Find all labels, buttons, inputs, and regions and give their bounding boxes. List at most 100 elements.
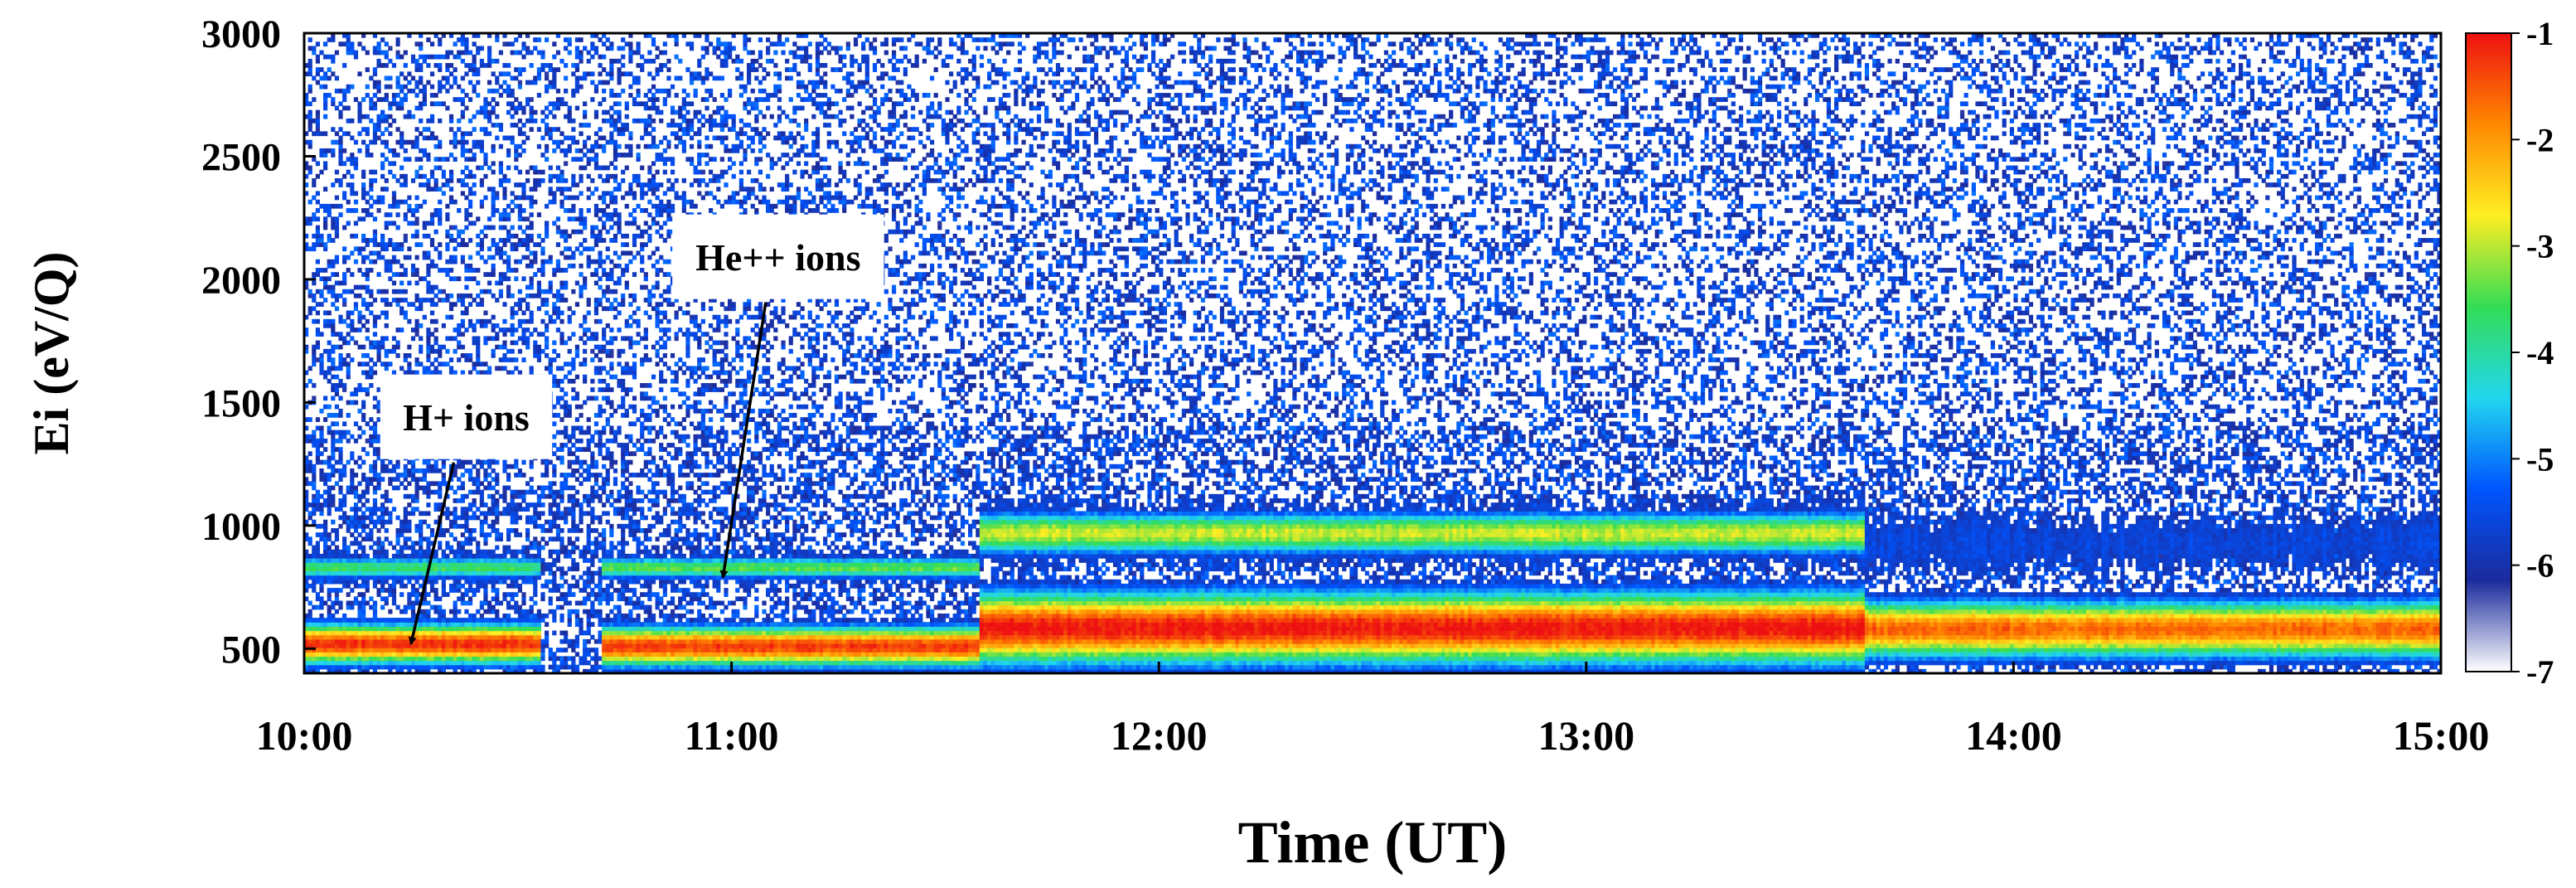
heatmap-cell — [373, 430, 377, 435]
heatmap-cell — [373, 319, 377, 324]
heatmap-cell — [434, 635, 438, 640]
heatmap-cell — [327, 558, 332, 563]
heatmap-cell — [350, 562, 354, 567]
heatmap-cell — [385, 520, 389, 525]
heatmap-cell — [366, 306, 370, 311]
heatmap-cell — [357, 626, 361, 631]
heatmap-cell — [385, 507, 389, 512]
heatmap-cell — [357, 648, 361, 653]
heatmap-cell — [369, 558, 373, 563]
heatmap-cell — [438, 216, 442, 221]
heatmap-cell — [399, 311, 404, 316]
heatmap-cell — [308, 635, 312, 640]
heatmap-cell — [342, 566, 346, 571]
heatmap-cell — [407, 528, 411, 533]
heatmap-cell — [319, 626, 323, 631]
heatmap-cell — [438, 614, 442, 619]
heatmap-cell — [338, 622, 342, 627]
heatmap-cell — [312, 588, 316, 593]
heatmap-cell — [392, 468, 396, 473]
heatmap-cell — [361, 656, 366, 661]
heatmap-cell — [312, 562, 316, 567]
heatmap-cell — [373, 434, 377, 439]
heatmap-cell — [369, 434, 373, 439]
heatmap-cell — [369, 626, 373, 631]
heatmap-cell — [426, 332, 430, 337]
heatmap-cell — [415, 494, 419, 499]
heatmap-cell — [388, 643, 392, 648]
heatmap-cell — [323, 395, 327, 400]
heatmap-cell — [434, 639, 438, 644]
heatmap-cell — [335, 345, 339, 350]
heatmap-cell — [346, 554, 351, 559]
heatmap-cell — [308, 379, 312, 384]
heatmap-cell — [361, 661, 366, 666]
heatmap-cell — [395, 178, 399, 183]
heatmap-cell — [376, 558, 380, 563]
heatmap-cell — [327, 618, 332, 623]
heatmap-cell — [392, 63, 396, 68]
heatmap-cell — [430, 93, 434, 98]
heatmap-cell — [392, 643, 396, 648]
heatmap-cell — [308, 639, 312, 644]
heatmap-cell — [404, 174, 408, 179]
heatmap-cell — [316, 665, 320, 670]
heatmap-cell — [449, 255, 453, 260]
heatmap-cell — [312, 494, 316, 499]
heatmap-cell — [404, 114, 408, 119]
heatmap-cell — [426, 285, 430, 290]
heatmap-cell — [415, 498, 419, 503]
heatmap-cell — [342, 639, 346, 644]
heatmap-cell — [357, 605, 361, 610]
heatmap-cell — [415, 631, 419, 636]
heatmap-cell — [423, 511, 427, 516]
heatmap-cell — [395, 260, 399, 264]
heatmap-cell — [342, 196, 346, 201]
heatmap-cell — [338, 447, 342, 452]
heatmap-cell — [335, 652, 339, 657]
heatmap-cell — [323, 319, 327, 324]
heatmap-cell — [327, 289, 332, 294]
heatmap-cell — [438, 345, 442, 350]
heatmap-cell — [327, 341, 332, 346]
heatmap-cell — [335, 216, 339, 221]
heatmap-cell — [407, 221, 411, 226]
heatmap-cell — [411, 140, 415, 145]
heatmap-cell — [426, 536, 430, 541]
heatmap-cell — [404, 626, 408, 631]
heatmap-cell — [350, 588, 354, 593]
heatmap-cell — [415, 575, 419, 580]
heatmap-cell — [392, 648, 396, 653]
heatmap-cell — [426, 255, 430, 260]
heatmap-cell — [354, 166, 358, 171]
heatmap-cell — [411, 643, 415, 648]
heatmap-cell — [342, 473, 346, 478]
heatmap-cell — [380, 554, 385, 559]
heatmap-cell — [399, 609, 404, 614]
heatmap-cell — [316, 575, 320, 580]
heatmap-cell — [449, 635, 453, 640]
heatmap-cell — [426, 341, 430, 346]
heatmap-cell — [399, 546, 404, 551]
heatmap-cell — [449, 200, 453, 205]
heatmap-cell — [411, 328, 415, 332]
heatmap-cell — [430, 464, 434, 469]
heatmap-cell — [411, 614, 415, 619]
heatmap-cell — [369, 196, 373, 201]
heatmap-cell — [442, 528, 446, 533]
heatmap-cell — [415, 63, 419, 68]
heatmap-cell — [423, 609, 427, 614]
heatmap-cell — [453, 328, 458, 332]
heatmap-cell — [415, 136, 419, 141]
heatmap-cell — [312, 234, 316, 239]
heatmap-cell — [415, 558, 419, 563]
heatmap-cell — [354, 460, 358, 465]
heatmap-cell — [366, 114, 370, 119]
heatmap-cell — [380, 246, 385, 251]
heatmap-cell — [430, 656, 434, 661]
heatmap-cell — [350, 323, 354, 328]
heatmap-cell — [331, 601, 335, 606]
heatmap-cell — [423, 550, 427, 555]
heatmap-cell — [385, 575, 389, 580]
heatmap-cell — [426, 468, 430, 473]
